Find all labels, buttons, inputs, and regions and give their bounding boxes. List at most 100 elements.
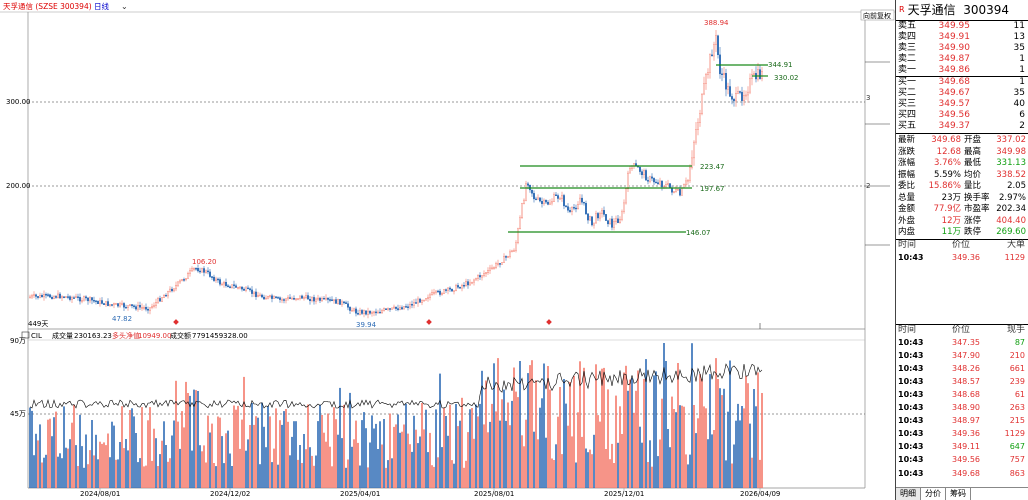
candle-body bbox=[449, 287, 452, 290]
tab-detail[interactable]: 明细 bbox=[896, 488, 921, 500]
candle-body bbox=[531, 189, 534, 194]
ask-row[interactable]: 卖一 349.86 1 bbox=[896, 65, 1028, 76]
candle-body bbox=[451, 289, 454, 292]
candle-body bbox=[154, 302, 157, 306]
bid-book: 买一 349.68 1 买二 349.67 35 买三 349.57 40 买四 349.56 6 买五… bbox=[896, 77, 1028, 132]
tab-price-dist[interactable]: 分价 bbox=[921, 488, 946, 500]
period-label[interactable]: 日线 bbox=[94, 1, 109, 11]
candle-body bbox=[246, 287, 249, 290]
volume-bar bbox=[279, 420, 281, 488]
volume-bar bbox=[157, 466, 159, 488]
volume-bar bbox=[425, 409, 427, 488]
volume-bar bbox=[721, 395, 723, 488]
volume-bar bbox=[723, 388, 725, 488]
candle-body bbox=[369, 310, 372, 314]
volume-bar bbox=[461, 397, 463, 488]
candle-body bbox=[615, 218, 618, 222]
tick-row[interactable]: 10:43 348.26 661 bbox=[896, 362, 1028, 375]
stat-row: 涨跌 12.68 最高 349.98 bbox=[896, 147, 1028, 159]
ask-book: 卖五 349.95 11 卖四 349.91 13 卖三 349.90 35 卖二 349.87 1 卖… bbox=[896, 21, 1028, 76]
candle-body bbox=[144, 307, 147, 310]
volume-bar bbox=[73, 404, 75, 488]
vol-axis-hi: 90万 bbox=[10, 337, 26, 345]
level-label-330: 330.02 bbox=[774, 74, 799, 82]
candle-body bbox=[315, 298, 318, 302]
candle-body bbox=[244, 287, 247, 291]
level-label-344: 344.91 bbox=[768, 61, 793, 69]
candle-body bbox=[485, 272, 488, 274]
candle-body bbox=[441, 293, 444, 295]
bid-level: 买三 bbox=[898, 99, 917, 109]
candle-body bbox=[605, 214, 608, 221]
candle-body bbox=[238, 286, 241, 289]
volume-bar bbox=[509, 425, 511, 488]
volume-bar bbox=[657, 456, 659, 488]
tick-row[interactable]: 10:43 349.36 1129 bbox=[896, 427, 1028, 440]
tick-time: 10:43 bbox=[898, 389, 924, 399]
ask-row[interactable]: 卖四 349.91 13 bbox=[896, 32, 1028, 43]
volume-bar bbox=[513, 367, 515, 488]
bid-row[interactable]: 买一 349.68 1 bbox=[896, 77, 1028, 88]
support-resistance-lines[interactable] bbox=[508, 64, 768, 233]
candle-body bbox=[66, 296, 69, 298]
candle-body bbox=[575, 207, 578, 210]
bid-row[interactable]: 买三 349.57 40 bbox=[896, 99, 1028, 110]
volume-bar bbox=[439, 373, 441, 488]
candle-body bbox=[535, 198, 538, 201]
ask-row[interactable]: 卖二 349.87 1 bbox=[896, 54, 1028, 65]
dropdown-arrow-icon[interactable]: ⌄ bbox=[121, 2, 128, 11]
kline-chart[interactable]: 天孚通信 (SZSE 300394) 日线 ⌄ 向前复权 300.00 200.… bbox=[0, 0, 895, 500]
candle-body bbox=[259, 294, 262, 297]
candle-body bbox=[250, 289, 253, 294]
candle-body bbox=[661, 180, 664, 188]
indicator-name[interactable]: CIL bbox=[31, 332, 42, 340]
candle-body bbox=[413, 302, 416, 306]
tick-row[interactable]: 10:43 349.11 647 bbox=[896, 440, 1028, 453]
candle-body bbox=[106, 301, 109, 306]
vol-axis-lo: 45万 bbox=[10, 410, 26, 418]
volume-bar bbox=[445, 416, 447, 488]
volume-bar bbox=[537, 439, 539, 488]
candle-body bbox=[685, 180, 688, 185]
candlestick-series bbox=[29, 30, 764, 319]
volume-bar bbox=[259, 464, 261, 488]
big-order-row[interactable]: 10:43 349.36 1129 bbox=[898, 252, 1025, 262]
candle-body bbox=[407, 306, 410, 308]
tab-chips[interactable]: 筹码 bbox=[946, 488, 971, 500]
candle-body bbox=[679, 189, 682, 196]
candle-body bbox=[453, 290, 456, 292]
candle-body bbox=[317, 297, 320, 300]
bid-row[interactable]: 买五 349.37 2 bbox=[896, 121, 1028, 132]
bid-row[interactable]: 买四 349.56 6 bbox=[896, 110, 1028, 121]
volume-bar bbox=[203, 445, 205, 488]
volume-bar bbox=[613, 463, 615, 488]
stat-key: 量比 bbox=[964, 181, 982, 191]
tick-row[interactable]: 10:43 348.68 61 bbox=[896, 388, 1028, 401]
candle-body bbox=[170, 288, 173, 292]
ask-row[interactable]: 卖五 349.95 11 bbox=[896, 21, 1028, 32]
ask-volume: 1 bbox=[1019, 65, 1025, 75]
tick-row[interactable]: 10:43 349.56 757 bbox=[896, 453, 1028, 466]
adjust-tag[interactable]: 向前复权 bbox=[860, 9, 895, 21]
tick-row[interactable]: 10:43 348.97 215 bbox=[896, 414, 1028, 427]
ask-row[interactable]: 卖三 349.90 35 bbox=[896, 43, 1028, 54]
tick-row[interactable]: 10:43 348.90 263 bbox=[896, 401, 1028, 414]
volume-bar bbox=[635, 390, 637, 488]
mid-indicator-value: 10949.00 bbox=[138, 332, 171, 340]
tick-row[interactable]: 10:43 349.68 863 bbox=[896, 467, 1028, 480]
volume-bar bbox=[703, 406, 705, 488]
tick-row[interactable]: 10:43 347.90 210 bbox=[896, 349, 1028, 362]
indicator-icon[interactable] bbox=[21, 331, 30, 339]
candle-body bbox=[180, 279, 183, 282]
tick-row[interactable]: 10:43 347.35 87 bbox=[896, 336, 1028, 349]
volume-bar bbox=[323, 432, 325, 488]
volume-bar bbox=[447, 435, 449, 488]
stat-value: 5.59% bbox=[933, 169, 961, 180]
candle-body bbox=[136, 305, 139, 310]
stat-key: 最低 bbox=[964, 158, 982, 168]
bid-row[interactable]: 买二 349.67 35 bbox=[896, 88, 1028, 99]
candle-body bbox=[519, 217, 522, 230]
tick-row[interactable]: 10:43 348.57 239 bbox=[896, 375, 1028, 388]
volume-bar bbox=[163, 421, 165, 488]
volume-bar bbox=[457, 426, 459, 488]
